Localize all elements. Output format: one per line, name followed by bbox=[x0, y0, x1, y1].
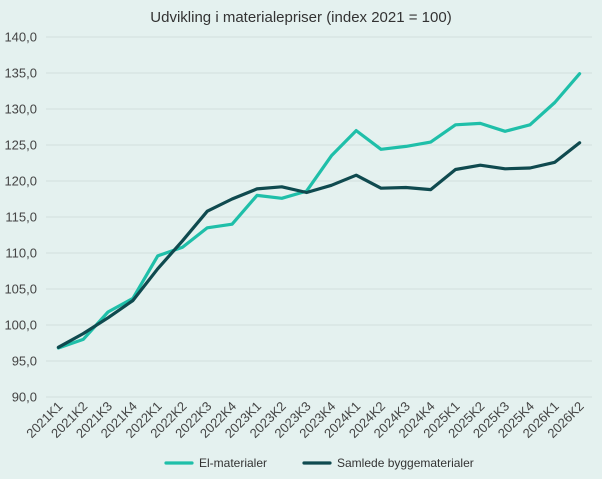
legend-label: Samlede byggematerialer bbox=[337, 456, 474, 470]
legend-label: El-materialer bbox=[199, 456, 267, 470]
legend: El-materialer Samlede byggematerialer bbox=[164, 456, 474, 470]
y-tick-label: 130,0 bbox=[4, 102, 37, 117]
y-tick-label: 120,0 bbox=[4, 174, 37, 189]
y-tick-label: 110,0 bbox=[5, 246, 37, 261]
chart-title: Udvikling i materialepriser (index 2021 … bbox=[150, 9, 451, 26]
series-line-1 bbox=[56, 72, 582, 350]
y-tick-label: 100,0 bbox=[4, 318, 37, 333]
y-tick-label: 115,0 bbox=[5, 210, 37, 225]
y-axis-tick-labels: 90,0 95,0 100,0 105,0 110,0 115,0 120,0 125,0 13… bbox=[4, 30, 37, 405]
y-tick-label: 125,0 bbox=[4, 138, 37, 153]
gridlines bbox=[46, 36, 592, 398]
series-line-2 bbox=[56, 141, 582, 349]
y-tick-label: 135,0 bbox=[4, 66, 37, 81]
y-tick-label: 95,0 bbox=[12, 354, 37, 369]
series-lines bbox=[56, 72, 582, 350]
x-axis-tick-labels: 2021K12021K22021K32021K42022K12022K22022… bbox=[23, 399, 586, 441]
y-tick-label: 105,0 bbox=[4, 282, 37, 297]
y-tick-label: 90,0 bbox=[12, 390, 37, 405]
y-tick-label: 140,0 bbox=[4, 30, 37, 45]
